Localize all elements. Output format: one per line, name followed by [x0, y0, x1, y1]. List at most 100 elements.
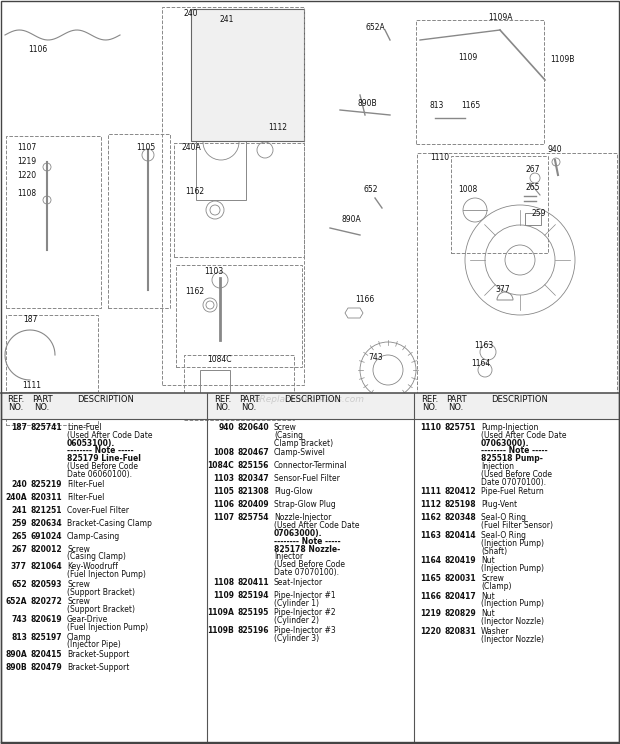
Text: 1107: 1107 — [17, 143, 36, 152]
Text: Seal-O Ring: Seal-O Ring — [481, 531, 526, 540]
Bar — [415, 393, 620, 419]
Text: 07063000).: 07063000). — [274, 529, 322, 538]
Text: 377: 377 — [11, 562, 27, 571]
Text: 1220: 1220 — [420, 626, 441, 636]
Text: Gear-Drive: Gear-Drive — [67, 615, 108, 624]
Text: 1109A: 1109A — [207, 609, 234, 618]
Text: 820412: 820412 — [445, 487, 476, 496]
Text: 825194: 825194 — [237, 591, 269, 600]
Text: 820831: 820831 — [445, 626, 476, 636]
Text: 820272: 820272 — [30, 597, 62, 606]
Text: 1109A: 1109A — [488, 13, 513, 22]
Bar — [196, 135, 246, 200]
Text: Nozzle-Injector: Nozzle-Injector — [274, 513, 331, 522]
Text: Screw: Screw — [67, 545, 90, 554]
Text: Date 06060100).: Date 06060100). — [67, 469, 132, 479]
Text: 240: 240 — [11, 480, 27, 489]
Text: (Used After Code Date: (Used After Code Date — [274, 522, 360, 530]
Text: REF.: REF. — [215, 395, 232, 404]
Text: (Casing Clamp): (Casing Clamp) — [67, 552, 126, 562]
Text: Bracket-Support: Bracket-Support — [67, 663, 130, 672]
Text: 240A: 240A — [181, 143, 201, 152]
Text: (Injection Pump): (Injection Pump) — [481, 600, 544, 609]
Text: DESCRIPTION: DESCRIPTION — [284, 395, 341, 404]
Text: 890A: 890A — [5, 650, 27, 659]
Bar — [176, 265, 302, 367]
Text: 1108: 1108 — [17, 190, 36, 199]
Text: 1105: 1105 — [213, 487, 234, 496]
Text: Line-Fuel: Line-Fuel — [67, 423, 102, 432]
Text: Connector-Terminal: Connector-Terminal — [274, 461, 347, 470]
Text: Strap-Glow Plug: Strap-Glow Plug — [274, 501, 336, 510]
Bar — [162, 7, 304, 385]
Text: 820347: 820347 — [237, 475, 269, 484]
Text: NO.: NO. — [34, 403, 50, 412]
Text: REF.: REF. — [7, 395, 25, 404]
Text: 1109B: 1109B — [207, 626, 234, 635]
Text: 825195: 825195 — [237, 609, 269, 618]
Bar — [525, 213, 541, 225]
Text: 265: 265 — [526, 184, 541, 193]
Text: 820414: 820414 — [445, 531, 476, 540]
Text: 1106: 1106 — [213, 501, 234, 510]
Text: 821064: 821064 — [30, 562, 62, 571]
Text: (Fuel Injection Pump): (Fuel Injection Pump) — [67, 623, 148, 632]
Text: 187: 187 — [11, 423, 27, 432]
Text: Pipe-Injector #1: Pipe-Injector #1 — [274, 591, 335, 600]
Text: 1109: 1109 — [213, 591, 234, 600]
Text: 825219: 825219 — [30, 480, 62, 489]
Text: 820640: 820640 — [237, 423, 269, 432]
Text: Bracket-Casing Clamp: Bracket-Casing Clamp — [67, 519, 152, 527]
Text: Screw: Screw — [67, 580, 90, 589]
Text: Plug-Vent: Plug-Vent — [481, 501, 517, 510]
Bar — [184, 355, 294, 420]
Text: 1219: 1219 — [420, 609, 441, 618]
Text: 820619: 820619 — [30, 615, 62, 624]
Text: (Fuel Injecton Pump): (Fuel Injecton Pump) — [67, 570, 146, 579]
Text: 1165: 1165 — [420, 574, 441, 583]
Text: 1220: 1220 — [17, 170, 36, 179]
Bar — [451, 156, 548, 253]
Text: Plug-Glow: Plug-Glow — [274, 487, 312, 496]
Text: (Used Before Code: (Used Before Code — [67, 462, 138, 471]
Text: (Injection Pump): (Injection Pump) — [481, 564, 544, 573]
Text: Pipe-Injector #3: Pipe-Injector #3 — [274, 626, 336, 635]
Text: 820467: 820467 — [237, 449, 269, 458]
Bar — [208, 393, 414, 419]
Text: 1111: 1111 — [420, 487, 441, 496]
Text: 890A: 890A — [342, 216, 361, 225]
Text: Injection: Injection — [481, 462, 514, 471]
Text: DESCRIPTION: DESCRIPTION — [491, 395, 548, 404]
Text: 1163: 1163 — [420, 531, 441, 540]
Text: 890B: 890B — [357, 98, 376, 107]
Text: 691024: 691024 — [30, 532, 62, 541]
Text: 820417: 820417 — [445, 591, 476, 600]
Text: 652A: 652A — [6, 597, 27, 606]
Bar — [1, 393, 207, 419]
Bar — [416, 20, 544, 144]
Text: Clamp-Swivel: Clamp-Swivel — [274, 449, 326, 458]
Text: 820012: 820012 — [30, 545, 62, 554]
Text: (Injector Nozzle): (Injector Nozzle) — [481, 635, 544, 644]
Text: Clamp: Clamp — [67, 632, 92, 641]
Text: Date 07070100).: Date 07070100). — [274, 568, 339, 577]
Text: 1109B: 1109B — [550, 56, 574, 65]
Text: 1008: 1008 — [213, 449, 234, 458]
Text: Filter-Fuel: Filter-Fuel — [67, 480, 104, 489]
Text: Bracket-Support: Bracket-Support — [67, 650, 130, 659]
Text: -------- Note -----: -------- Note ----- — [481, 446, 547, 455]
Text: (Cylinder 2): (Cylinder 2) — [274, 616, 319, 625]
Text: 940: 940 — [218, 423, 234, 432]
Text: (Used Before Code: (Used Before Code — [274, 560, 345, 569]
Text: 652: 652 — [11, 580, 27, 589]
Text: 1107: 1107 — [213, 513, 234, 522]
Text: 1166: 1166 — [355, 295, 374, 304]
Text: 940: 940 — [548, 146, 562, 155]
Text: 825751: 825751 — [445, 423, 476, 432]
Text: PART: PART — [239, 395, 259, 404]
Text: Date 07070100).: Date 07070100). — [481, 478, 546, 487]
Text: 825197: 825197 — [30, 632, 62, 641]
Text: -------- Note -----: -------- Note ----- — [274, 537, 340, 546]
Text: Key-Woodruff: Key-Woodruff — [67, 562, 118, 571]
Text: (Cylinder 1): (Cylinder 1) — [274, 599, 319, 608]
